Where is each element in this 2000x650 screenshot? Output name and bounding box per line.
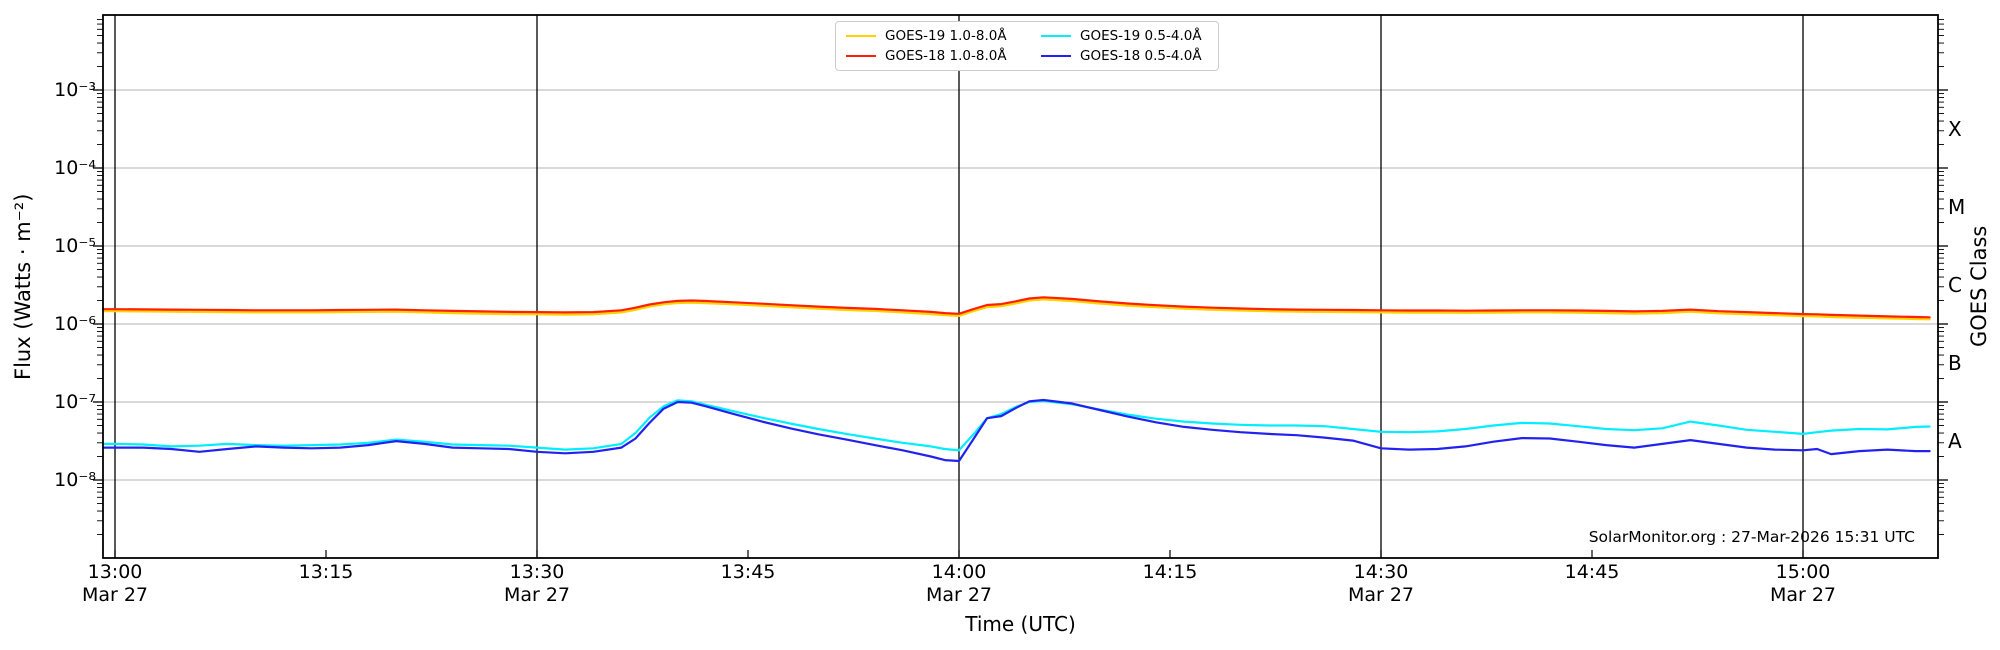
plot-frame	[102, 14, 1939, 559]
y-minor-ticks	[97, 19, 1944, 535]
series-line-goes-19-1-0-8-0	[101, 298, 1931, 321]
series-lines	[101, 296, 1931, 463]
series-line-goes-18-0-5-4-0	[101, 398, 1931, 463]
y-major-ticks	[93, 89, 1948, 481]
h-gridlines	[103, 89, 1938, 481]
v-gridlines	[114, 15, 1804, 558]
x-major-ticks	[114, 550, 1804, 558]
series-line-goes-18-1-0-8-0	[101, 296, 1931, 319]
